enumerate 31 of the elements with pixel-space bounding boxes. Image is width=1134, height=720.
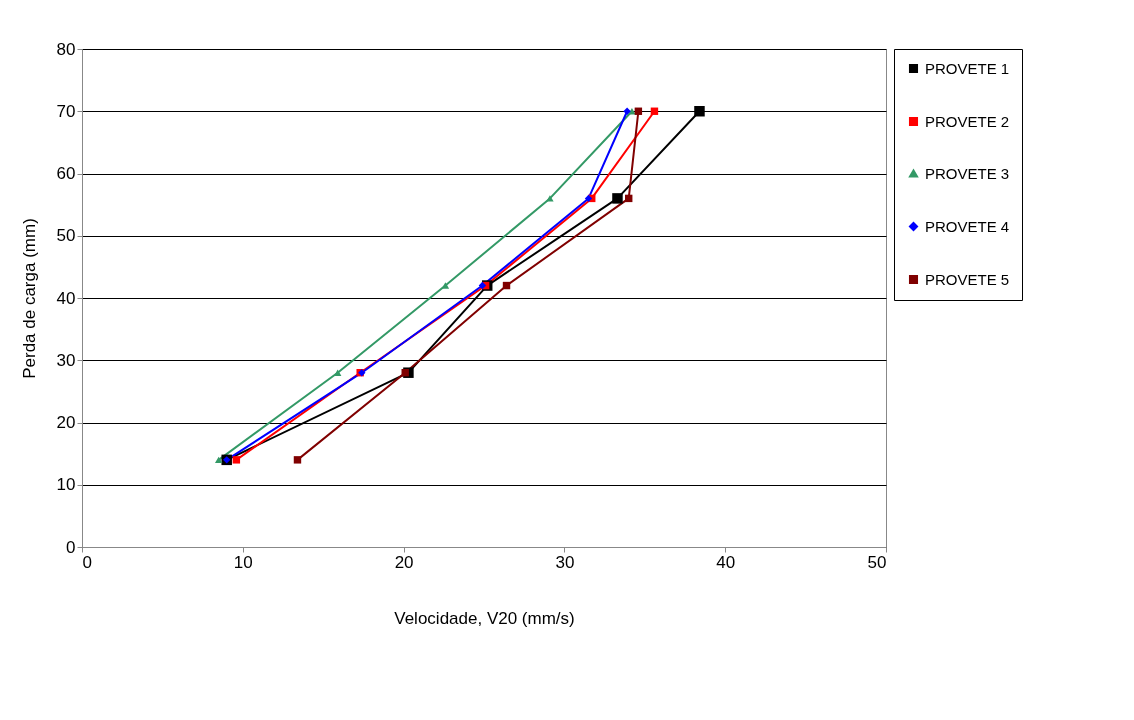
point <box>623 107 631 115</box>
y-tick-label: 30 <box>56 350 76 370</box>
legend-label: PROVETE 2 <box>925 112 1010 130</box>
y-tick-label: 70 <box>56 101 76 121</box>
y-tick-label: 60 <box>56 164 76 183</box>
x-axis-title: Velocidade, V20 (mm/s) <box>394 608 575 628</box>
point <box>584 194 593 203</box>
x-tick-label: 40 <box>716 552 736 572</box>
y-tick-label: 0 <box>66 537 76 557</box>
y-tick-label: 50 <box>56 226 76 246</box>
y-tick-label: 80 <box>56 39 76 59</box>
x-tick-label: 50 <box>867 552 887 572</box>
y-axis-title: Perda de carga (mm) <box>19 218 39 379</box>
point <box>694 106 705 117</box>
x-tick-label: 10 <box>233 552 253 572</box>
point <box>546 195 554 202</box>
point <box>232 456 241 464</box>
point <box>293 456 302 464</box>
x-tick-label: 0 <box>82 552 92 572</box>
legend-label: PROVETE 4 <box>925 217 1010 235</box>
point <box>214 456 223 464</box>
y-tick-label: 40 <box>56 288 76 308</box>
legend-label: PROVETE 3 <box>925 164 1010 182</box>
y-tick-label: 10 <box>56 475 76 495</box>
legend-label: PROVETE 1 <box>925 59 1010 77</box>
point <box>441 282 450 289</box>
y-tick-label: 20 <box>56 413 76 432</box>
x-tick-label: 20 <box>394 552 414 572</box>
x-tick-label: 30 <box>555 552 575 572</box>
point <box>612 193 623 204</box>
legend-label: PROVETE 5 <box>925 270 1010 288</box>
